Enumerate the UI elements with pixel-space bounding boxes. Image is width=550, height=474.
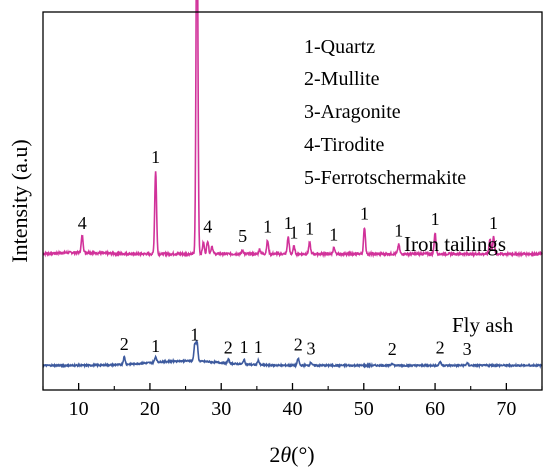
series-layer [42,0,543,370]
peak-label-flyash-0: 2 [120,334,129,354]
legend-entry-4: 4-Tirodite [304,134,385,156]
peak-label-iron-8: 1 [263,217,272,237]
peak-labels: 4114511111111121121123223 [78,147,498,359]
x-tick-label-60: 60 [425,398,445,420]
legend-entry-5: 5-Ferrotschermakite [304,167,466,189]
x-tick-label-10: 10 [69,398,89,420]
peak-label-flyash-11: 3 [463,339,472,359]
peak-label-iron-14: 1 [394,221,403,241]
peak-label-flyash-5: 1 [240,337,249,357]
series-name-iron-tailings: Iron tailings [404,232,506,256]
peak-label-iron-1: 1 [151,147,160,167]
peak-label-flyash-4: 2 [224,338,233,358]
peak-label-iron-4: 4 [203,217,212,237]
x-axis-label-theta: θ [280,442,291,467]
x-axis-label: 2θ(°) [269,442,314,467]
legend-entry-3: 3-Aragonite [304,101,401,123]
peak-label-flyash-10: 2 [436,338,445,358]
series-line-iron-tailings [42,0,543,259]
legend-entry-2: 2-Mullite [304,68,380,90]
peak-label-flyash-7: 2 [294,335,303,355]
x-tick-label-50: 50 [354,398,374,420]
x-tick-label-40: 40 [283,398,303,420]
peak-label-flyash-2: 1 [190,324,199,344]
peak-label-iron-0: 4 [78,213,87,233]
y-axis-label: Intensity (a.u) [7,139,32,262]
x-axis-label-prefix: 2 [269,442,280,467]
legend: 1-Quartz 2-Mullite 3-Aragonite 4-Tirodit… [304,36,466,189]
x-tick-label-30: 30 [211,398,231,420]
x-tick-label-20: 20 [140,398,160,420]
x-tick-label-70: 70 [496,398,516,420]
peak-label-iron-13: 1 [360,204,369,224]
peak-label-iron-17: 1 [489,213,498,233]
peak-label-iron-12: 1 [329,224,338,244]
peak-label-flyash-9: 2 [388,339,397,359]
peak-label-iron-11: 1 [305,219,314,239]
peak-label-flyash-6: 1 [254,337,263,357]
peak-label-iron-6: 5 [238,226,247,246]
peak-label-iron-15: 1 [431,209,440,229]
x-axis-label-unit: (°) [291,442,314,467]
series-line-fly-ash [42,339,543,370]
peak-label-iron-9: 1 [284,213,293,233]
peak-label-flyash-1: 1 [151,336,160,356]
peak-label-iron-10: 1 [289,222,298,242]
legend-entry-1: 1-Quartz [304,36,375,58]
peak-label-flyash-8: 3 [307,338,316,358]
series-name-fly-ash: Fly ash [452,313,514,337]
x-axis-ticks: 10 20 30 40 50 60 70 [42,383,543,420]
